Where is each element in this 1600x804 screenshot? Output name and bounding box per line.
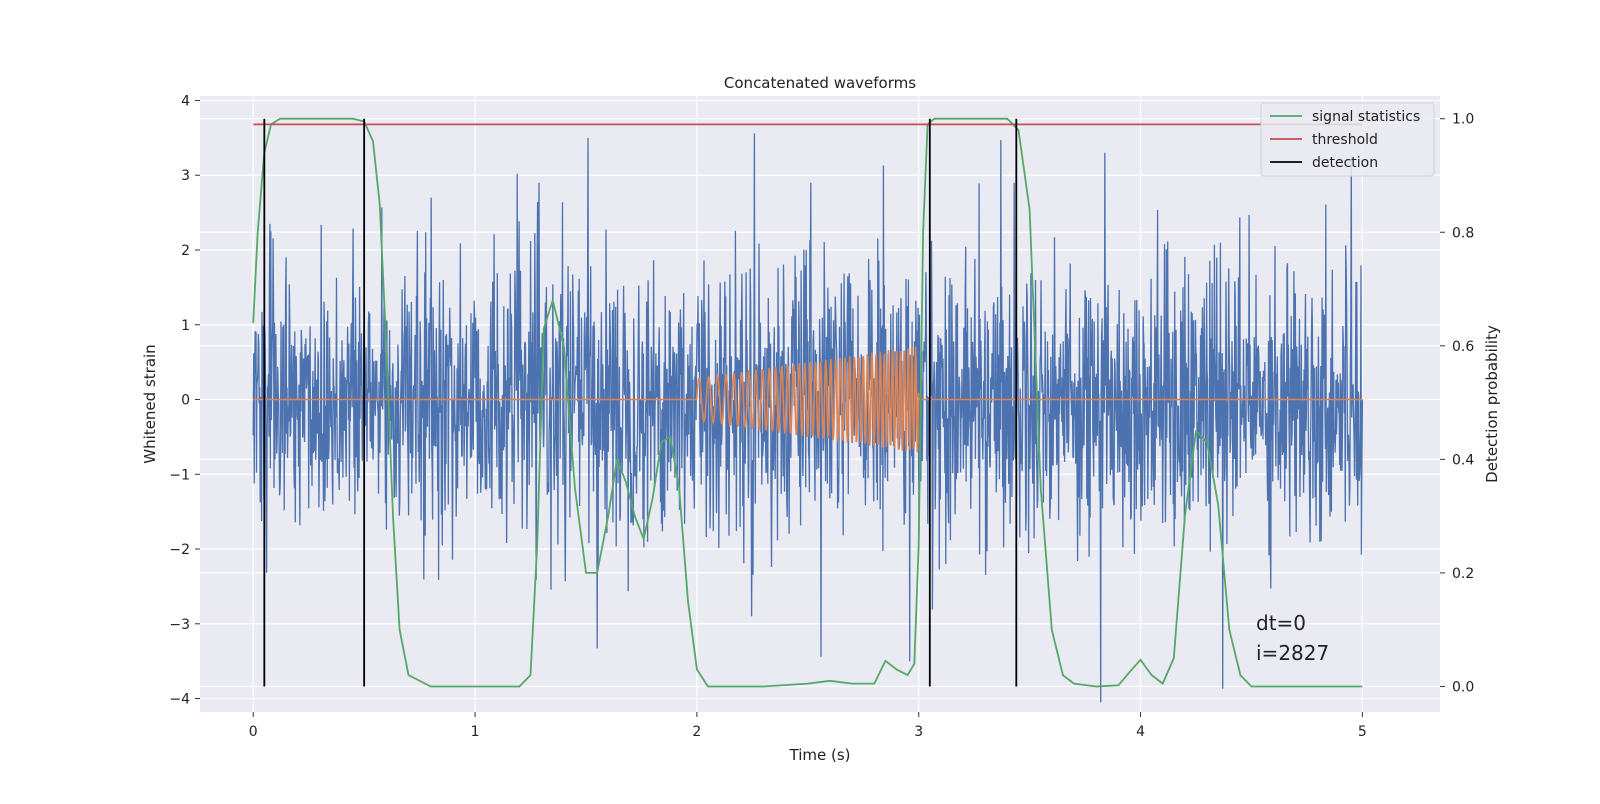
y-tick-label: 2 bbox=[181, 243, 190, 259]
y-tick-label: 0 bbox=[181, 393, 190, 409]
annotation-dt: dt=0 bbox=[1256, 611, 1306, 635]
chart-title: Concatenated waveforms bbox=[724, 74, 916, 92]
legend-label-signal-statistics: signal statistics bbox=[1312, 109, 1420, 125]
y2-tick-label: 0.0 bbox=[1452, 679, 1474, 695]
y-tick-label: 3 bbox=[181, 168, 190, 184]
y-tick-label: −4 bbox=[169, 692, 190, 708]
x-tick-label: 0 bbox=[249, 724, 258, 740]
x-tick-label: 2 bbox=[692, 724, 701, 740]
y-tick-label: 1 bbox=[181, 318, 190, 334]
x-tick-label: 1 bbox=[471, 724, 480, 740]
y-tick-label: −1 bbox=[169, 467, 190, 483]
annotation-index: i=2827 bbox=[1256, 641, 1329, 665]
x-tick-label: 4 bbox=[1136, 724, 1145, 740]
y2-tick-label: 1.0 bbox=[1452, 112, 1474, 128]
series-whitened-strain bbox=[252, 133, 1364, 703]
legend: signal statistics threshold detection bbox=[1260, 102, 1435, 177]
y2-tick-label: 0.4 bbox=[1452, 452, 1474, 468]
legend-label-detection: detection bbox=[1312, 155, 1378, 171]
y2-tick-label: 0.2 bbox=[1452, 566, 1474, 582]
legend-label-threshold: threshold bbox=[1312, 132, 1378, 148]
legend-box bbox=[1260, 102, 1435, 177]
x-tick-label: 3 bbox=[914, 724, 923, 740]
series-signal-statistics bbox=[252, 117, 1363, 688]
y2-axis-label: Detection probability bbox=[1483, 325, 1501, 483]
series-injected-chirp bbox=[253, 346, 1363, 453]
y2-tick-label: 0.8 bbox=[1452, 225, 1474, 241]
series-layer bbox=[252, 117, 1364, 703]
x-tick-label: 5 bbox=[1358, 724, 1367, 740]
y-tick-label: −3 bbox=[169, 617, 190, 633]
y-tick-label: −2 bbox=[169, 542, 190, 558]
y-axis-label: Whitened strain bbox=[141, 344, 159, 463]
x-axis-label: Time (s) bbox=[789, 746, 851, 764]
y2-tick-label: 0.6 bbox=[1452, 339, 1474, 355]
y-tick-label: 4 bbox=[181, 93, 190, 109]
ticks: 0 1 2 3 4 5 −4 −3 −2 −1 0 1 2 3 4 0.0 0.2 0.4 0.6 0.8 1.0 bbox=[169, 93, 1474, 740]
